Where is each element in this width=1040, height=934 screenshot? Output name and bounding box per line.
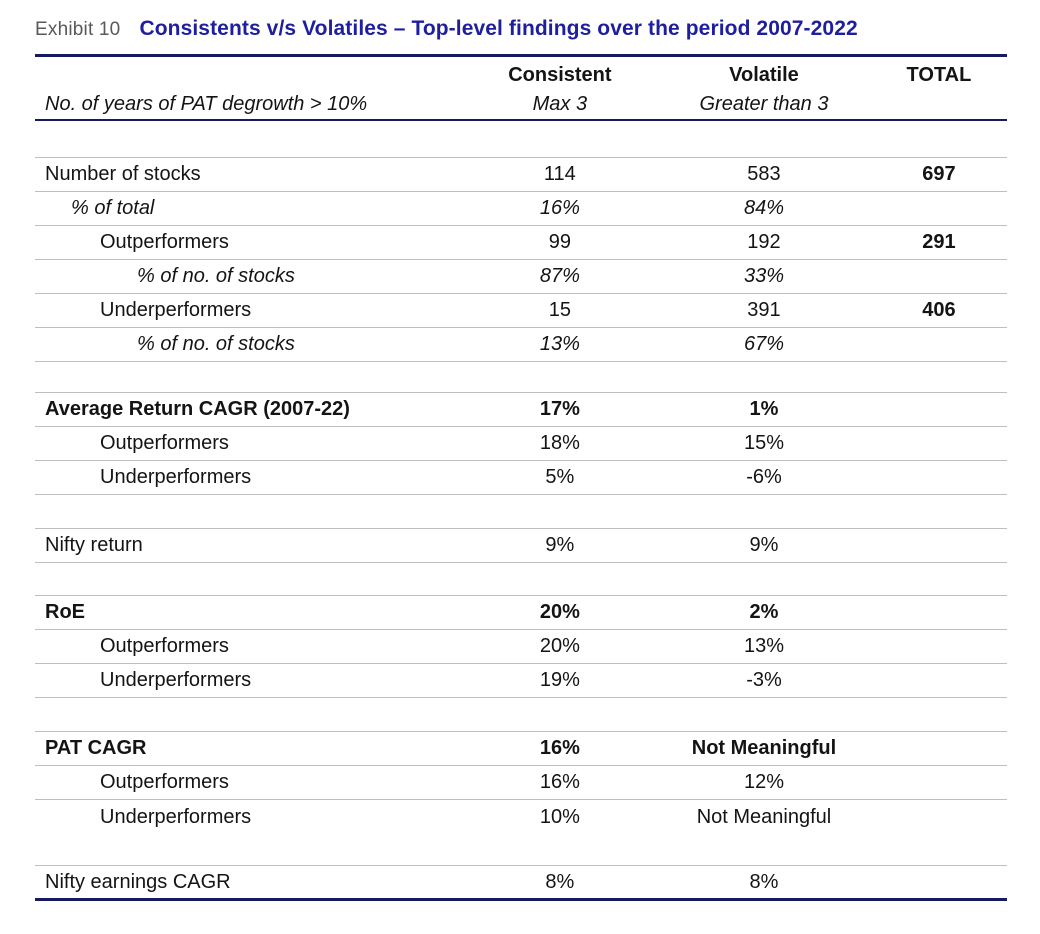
- consistent-value: 99: [548, 231, 571, 253]
- table-row: % of no. of stocks 13% 67%: [35, 328, 1007, 362]
- consistent-value: 114: [543, 163, 576, 185]
- header-consistent-subtitle: Max 3: [532, 92, 588, 115]
- table-row: Outperformers 20% 13%: [35, 630, 1007, 664]
- consistent-value: 16%: [539, 197, 580, 219]
- volatile-value: 583: [747, 163, 781, 185]
- volatile-value: 12%: [743, 771, 784, 793]
- row-label: Average Return CAGR (2007-22): [45, 398, 350, 420]
- total-value: 291: [922, 231, 956, 253]
- row-label: Outperformers: [100, 231, 229, 253]
- table-row: Outperformers 18% 15%: [35, 427, 1007, 461]
- volatile-value: 15%: [743, 432, 784, 454]
- consistent-value: 87%: [539, 265, 580, 287]
- exhibit-table-container: Exhibit 10 Consistents v/s Volatiles – T…: [35, 0, 1007, 901]
- consistent-value: 10%: [539, 805, 580, 828]
- volatile-value: 9%: [749, 534, 779, 556]
- header-volatile: Volatile: [729, 63, 799, 86]
- spacer-row: [35, 698, 1007, 732]
- volatile-value: -3%: [746, 669, 782, 691]
- consistent-value: 16%: [539, 771, 580, 793]
- consistent-value: 8%: [545, 870, 575, 893]
- consistent-value: 18%: [539, 432, 580, 454]
- row-label: Outperformers: [100, 432, 229, 454]
- volatile-value: 8%: [749, 870, 779, 893]
- row-label: Nifty return: [45, 534, 143, 556]
- table-row: % of no. of stocks 87% 33%: [35, 260, 1007, 294]
- volatile-value: -6%: [746, 466, 782, 488]
- volatile-value: 67%: [743, 333, 784, 355]
- exhibit-title: Consistents v/s Volatiles – Top-level fi…: [139, 17, 858, 40]
- spacer-row: [35, 362, 1007, 393]
- table-row: PAT CAGR 16% Not Meaningful: [35, 732, 1007, 766]
- volatile-value: 192: [747, 231, 781, 253]
- header-consistent: Consistent: [508, 63, 612, 86]
- spacer-row: [35, 495, 1007, 529]
- volatile-value: 2%: [749, 601, 779, 623]
- table-row: Nifty earnings CAGR 8% 8%: [35, 866, 1007, 901]
- consistent-value: 20%: [539, 635, 580, 657]
- row-label: % of total: [71, 197, 155, 219]
- consistent-value: 5%: [545, 466, 575, 488]
- spacer-row: [35, 563, 1007, 596]
- header-total: TOTAL: [906, 63, 972, 86]
- spacer-row: [35, 121, 1007, 158]
- header-row-criterion: No. of years of PAT degrowth > 10%: [45, 92, 368, 115]
- spacer-row: [35, 834, 1007, 866]
- table-row: RoE 20% 2%: [35, 596, 1007, 630]
- table-body: Number of stocks 114 583 697 % of total 16% 84…: [35, 121, 1007, 901]
- volatile-value: 391: [747, 299, 781, 321]
- volatile-value: Not Meaningful: [696, 805, 832, 828]
- consistent-value: 19%: [539, 669, 580, 691]
- table-row: Outperformers 16% 12%: [35, 766, 1007, 800]
- row-label: RoE: [45, 601, 85, 623]
- row-label: PAT CAGR: [45, 737, 147, 759]
- volatile-value: 33%: [743, 265, 784, 287]
- table-row: Nifty return 9% 9%: [35, 529, 1007, 563]
- row-label: Number of stocks: [45, 163, 201, 185]
- consistent-value: 20%: [539, 601, 580, 623]
- header-volatile-subtitle: Greater than 3: [699, 92, 829, 115]
- consistent-value: 17%: [539, 398, 580, 420]
- table-row: Underperformers 15 391 406: [35, 294, 1007, 328]
- table-header-row-2: No. of years of PAT degrowth > 10% Max 3…: [35, 92, 1007, 119]
- row-label: Outperformers: [100, 771, 229, 793]
- table-header-row-1: Consistent Volatile TOTAL: [35, 59, 1007, 92]
- row-label: Outperformers: [100, 635, 229, 657]
- consistent-value: 9%: [545, 534, 575, 556]
- table-row: Average Return CAGR (2007-22) 17% 1%: [35, 393, 1007, 427]
- row-label: Underperformers: [100, 466, 252, 488]
- header-divider-line: [35, 118, 1007, 121]
- title-divider-line: [35, 54, 1007, 57]
- row-label: Underperformers: [100, 299, 252, 321]
- total-value: 697: [922, 163, 956, 185]
- row-label: Underperformers: [100, 805, 252, 828]
- consistent-value: 16%: [539, 737, 580, 759]
- total-value: 406: [922, 299, 956, 321]
- table-row: Underperformers 19% -3%: [35, 664, 1007, 698]
- exhibit-label: Exhibit 10: [35, 19, 121, 40]
- exhibit-title-row: Exhibit 10 Consistents v/s Volatiles – T…: [35, 0, 1007, 54]
- consistent-value: 15: [548, 299, 571, 321]
- volatile-value: Not Meaningful: [691, 737, 837, 759]
- table-row: Underperformers 10% Not Meaningful: [35, 800, 1007, 834]
- table-row: Number of stocks 114 583 697: [35, 158, 1007, 192]
- row-label: Underperformers: [100, 669, 252, 691]
- table-row: Underperformers 5% -6%: [35, 461, 1007, 495]
- row-label: % of no. of stocks: [137, 333, 295, 355]
- table-row: % of total 16% 84%: [35, 192, 1007, 226]
- table-row: Outperformers 99 192 291: [35, 226, 1007, 260]
- volatile-value: 1%: [749, 398, 779, 420]
- consistent-value: 13%: [539, 333, 580, 355]
- volatile-value: 13%: [743, 635, 784, 657]
- volatile-value: 84%: [743, 197, 784, 219]
- row-label: % of no. of stocks: [137, 265, 295, 287]
- row-label: Nifty earnings CAGR: [45, 870, 231, 893]
